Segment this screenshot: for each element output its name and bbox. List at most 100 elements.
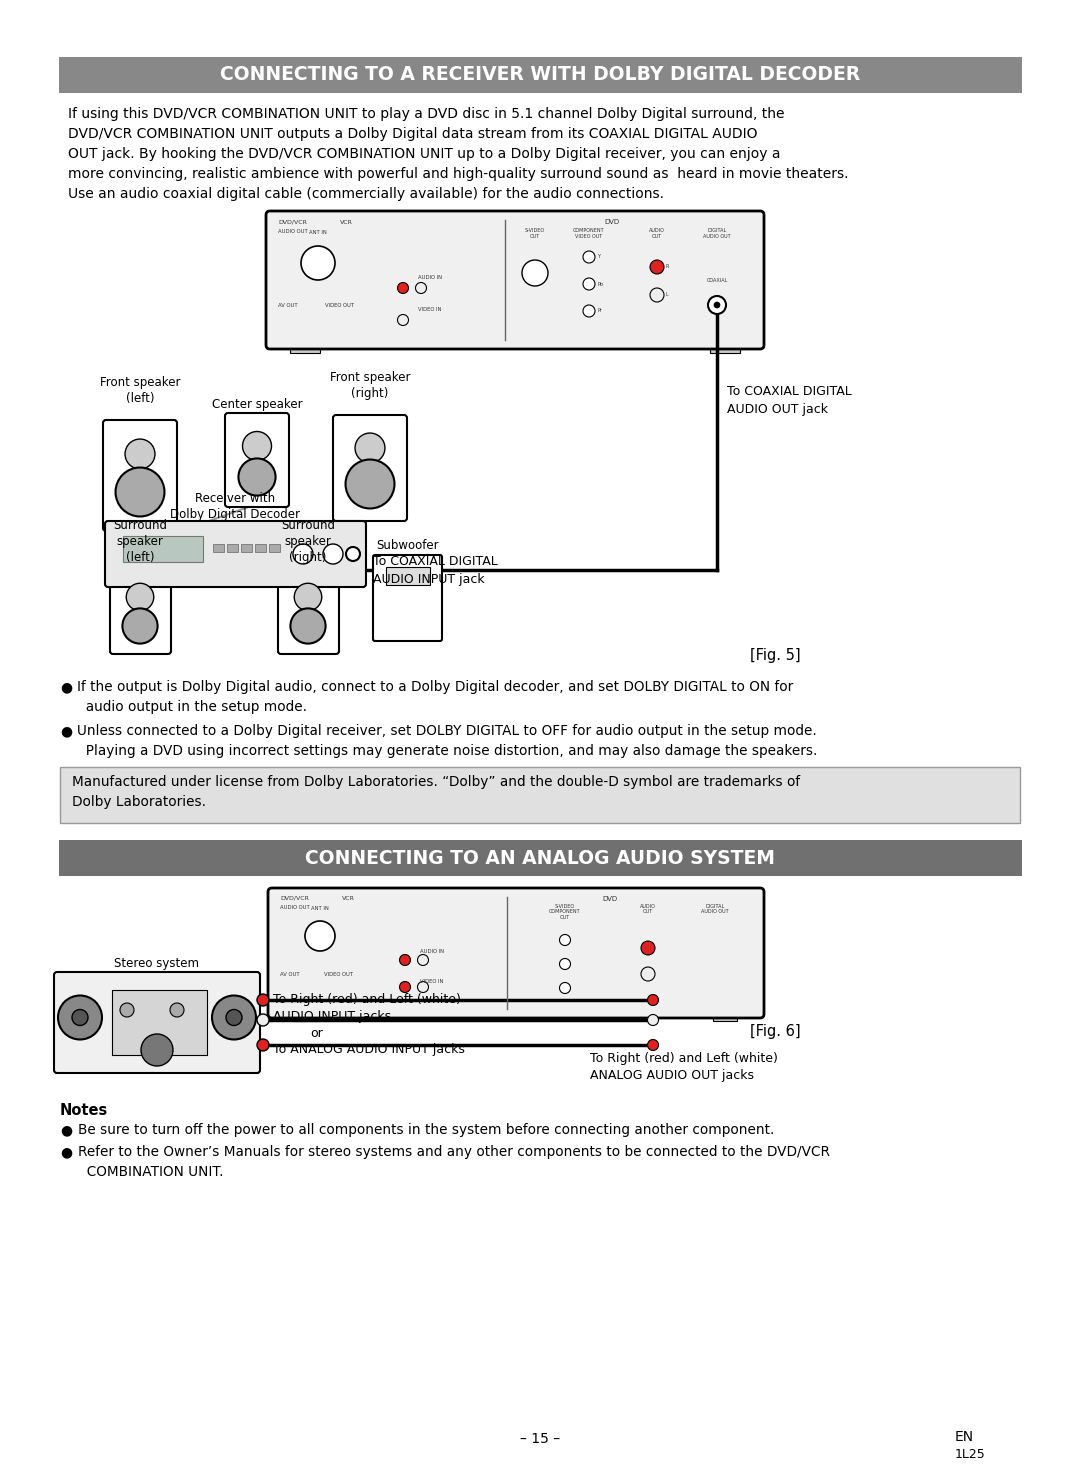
- Circle shape: [126, 583, 153, 611]
- Text: [Fig. 6]: [Fig. 6]: [750, 1023, 800, 1040]
- Text: AUDIO OUT: AUDIO OUT: [278, 229, 308, 234]
- Circle shape: [293, 544, 313, 563]
- Text: Pb: Pb: [597, 281, 603, 287]
- Circle shape: [642, 967, 654, 981]
- Text: S-VIDEO
COMPONENT
OUT: S-VIDEO COMPONENT OUT: [550, 904, 581, 920]
- Circle shape: [294, 583, 322, 611]
- Text: ANT IN: ANT IN: [311, 907, 329, 911]
- Circle shape: [58, 995, 102, 1040]
- Circle shape: [116, 467, 164, 516]
- Circle shape: [583, 305, 595, 317]
- Circle shape: [170, 1003, 184, 1018]
- Bar: [227, 544, 238, 552]
- Bar: [213, 544, 224, 552]
- Text: To COAXIAL DIGITAL
AUDIO OUT jack: To COAXIAL DIGITAL AUDIO OUT jack: [727, 385, 852, 416]
- Text: To Right (red) and Left (white): To Right (red) and Left (white): [273, 992, 461, 1006]
- Text: VIDEO IN: VIDEO IN: [418, 308, 442, 312]
- Text: DVD/VCR: DVD/VCR: [280, 896, 309, 901]
- Text: AV OUT: AV OUT: [280, 972, 299, 978]
- Circle shape: [522, 260, 548, 285]
- Text: ●: ●: [60, 725, 72, 738]
- Text: ANT IN: ANT IN: [309, 231, 327, 235]
- Bar: [269, 544, 280, 552]
- Text: CONNECTING TO A RECEIVER WITH DOLBY DIGITAL DECODER: CONNECTING TO A RECEIVER WITH DOLBY DIGI…: [220, 65, 860, 84]
- FancyBboxPatch shape: [54, 972, 260, 1072]
- Circle shape: [305, 921, 335, 951]
- Text: L: L: [666, 293, 669, 297]
- Bar: [59, 840, 1022, 876]
- Circle shape: [648, 1040, 659, 1050]
- Circle shape: [125, 439, 154, 469]
- Circle shape: [583, 251, 595, 263]
- Circle shape: [120, 1003, 134, 1018]
- Circle shape: [257, 1040, 269, 1052]
- Circle shape: [226, 1010, 242, 1025]
- FancyBboxPatch shape: [268, 887, 764, 1018]
- Text: Center speaker: Center speaker: [212, 398, 302, 411]
- FancyBboxPatch shape: [103, 420, 177, 531]
- FancyBboxPatch shape: [105, 521, 366, 587]
- Text: AUDIO IN: AUDIO IN: [418, 275, 442, 280]
- Text: COAXIAL: COAXIAL: [706, 278, 728, 282]
- Text: S-VIDEO
OUT: S-VIDEO OUT: [525, 228, 545, 238]
- Bar: [295, 1015, 319, 1021]
- Text: Subwoofer: Subwoofer: [377, 538, 440, 552]
- Text: Y: Y: [597, 254, 600, 259]
- FancyBboxPatch shape: [333, 416, 407, 521]
- Text: Pr: Pr: [597, 309, 602, 314]
- Circle shape: [650, 260, 664, 274]
- Text: Be sure to turn off the power to all components in the system before connecting : Be sure to turn off the power to all com…: [78, 1123, 774, 1137]
- Circle shape: [301, 246, 335, 280]
- Text: Surround
speaker
(left): Surround speaker (left): [113, 519, 167, 563]
- Circle shape: [583, 278, 595, 290]
- Text: VCR: VCR: [340, 220, 353, 225]
- Text: DVD: DVD: [603, 896, 618, 902]
- Text: Surround
speaker
(right): Surround speaker (right): [281, 519, 335, 563]
- Text: Receiver with
Dolby Digital Decoder: Receiver with Dolby Digital Decoder: [170, 493, 300, 521]
- Text: Notes: Notes: [60, 1103, 108, 1118]
- Text: VIDEO OUT: VIDEO OUT: [325, 303, 354, 308]
- Circle shape: [648, 994, 659, 1006]
- Text: To ANALOG AUDIO INPUT jacks: To ANALOG AUDIO INPUT jacks: [273, 1043, 464, 1056]
- Text: EN: EN: [955, 1430, 974, 1444]
- Text: OUT jack. By hooking the DVD/VCR COMBINATION UNIT up to a Dolby Digital receiver: OUT jack. By hooking the DVD/VCR COMBINA…: [68, 146, 781, 161]
- Circle shape: [559, 935, 570, 945]
- Circle shape: [243, 432, 271, 460]
- Circle shape: [650, 288, 664, 302]
- Text: Use an audio coaxial digital cable (commercially available) for the audio connec: Use an audio coaxial digital cable (comm…: [68, 186, 664, 201]
- Bar: [123, 535, 203, 562]
- Text: If the output is Dolby Digital audio, connect to a Dolby Digital decoder, and se: If the output is Dolby Digital audio, co…: [77, 680, 793, 694]
- Text: VIDEO IN: VIDEO IN: [420, 979, 444, 984]
- Text: AUDIO
OUT: AUDIO OUT: [640, 904, 656, 914]
- Text: more convincing, realistic ambience with powerful and high-quality surround soun: more convincing, realistic ambience with…: [68, 167, 849, 180]
- Circle shape: [714, 302, 720, 308]
- Bar: [60, 768, 1020, 822]
- Circle shape: [418, 954, 429, 966]
- Bar: [386, 566, 430, 586]
- Circle shape: [397, 315, 408, 325]
- Circle shape: [122, 608, 158, 643]
- Circle shape: [323, 544, 343, 563]
- Text: AUDIO
OUT: AUDIO OUT: [649, 228, 665, 238]
- Circle shape: [559, 958, 570, 970]
- Text: CONNECTING TO AN ANALOG AUDIO SYSTEM: CONNECTING TO AN ANALOG AUDIO SYSTEM: [305, 849, 775, 868]
- Text: [Fig. 5]: [Fig. 5]: [750, 648, 800, 663]
- Text: ●: ●: [60, 1145, 72, 1160]
- Bar: [710, 345, 740, 353]
- Text: audio output in the setup mode.: audio output in the setup mode.: [77, 700, 307, 714]
- Text: 1L25: 1L25: [955, 1448, 986, 1461]
- Circle shape: [257, 994, 269, 1006]
- Text: DVD: DVD: [605, 219, 620, 225]
- Text: Dolby Laboratories.: Dolby Laboratories.: [72, 796, 206, 809]
- Text: DVD/VCR: DVD/VCR: [278, 220, 307, 225]
- FancyBboxPatch shape: [225, 413, 289, 507]
- Text: VCR: VCR: [342, 896, 355, 901]
- Text: or: or: [310, 1026, 323, 1040]
- Bar: [713, 1015, 737, 1021]
- Bar: [255, 544, 266, 552]
- Circle shape: [355, 433, 384, 463]
- FancyBboxPatch shape: [373, 555, 442, 640]
- Circle shape: [708, 296, 726, 314]
- Text: DVD/VCR COMBINATION UNIT outputs a Dolby Digital data stream from its COAXIAL DI: DVD/VCR COMBINATION UNIT outputs a Dolby…: [68, 127, 757, 141]
- Text: Manufactured under license from Dolby Laboratories. “Dolby” and the double-D sym: Manufactured under license from Dolby La…: [72, 775, 800, 788]
